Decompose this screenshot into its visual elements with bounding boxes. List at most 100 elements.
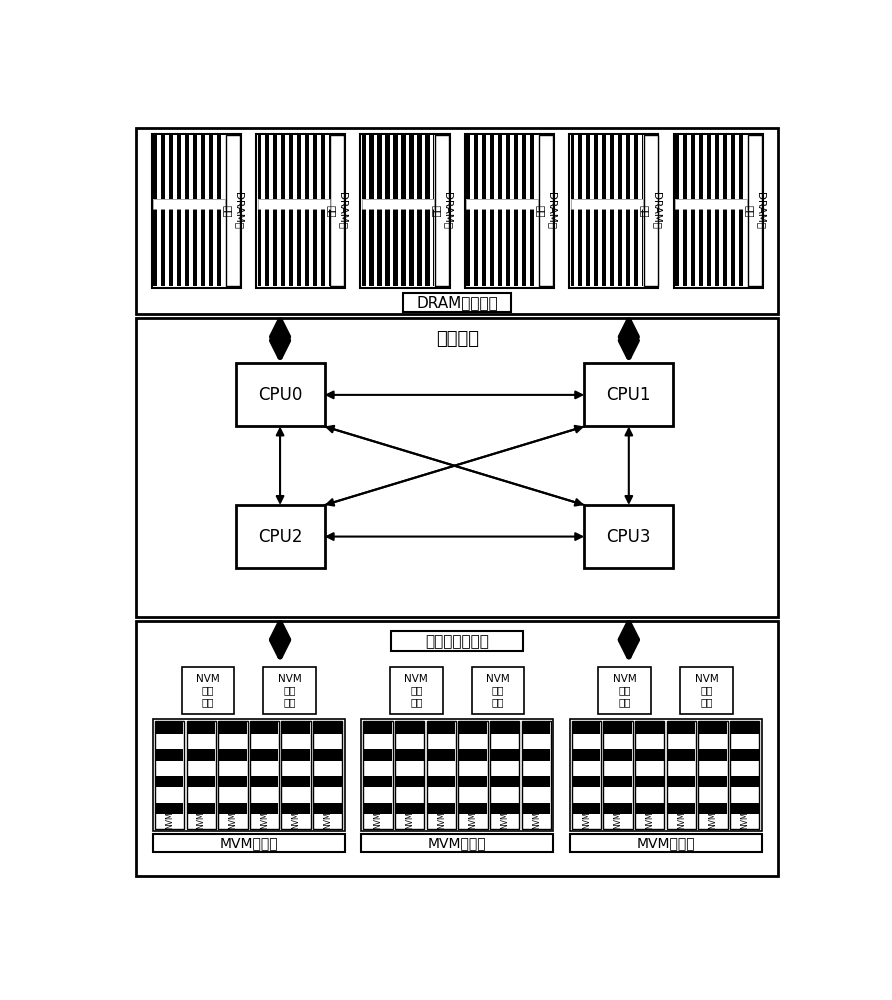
Bar [366, 209, 369, 286]
Text: NVM
控制
芯片: NVM 控制 芯片 [613, 674, 637, 707]
Bar [382, 135, 385, 199]
Bar [362, 135, 434, 199]
Bar [187, 722, 215, 734]
Bar [743, 209, 747, 286]
Bar [314, 722, 342, 734]
Bar [258, 135, 330, 199]
Bar [263, 667, 316, 714]
Bar [735, 135, 739, 199]
Text: CPU0: CPU0 [258, 386, 302, 404]
Bar [574, 135, 578, 199]
Bar [153, 719, 345, 831]
Bar [219, 749, 247, 761]
Bar [136, 620, 778, 876]
Bar [584, 363, 673, 426]
Bar [695, 209, 698, 286]
Text: NVM: NVM [228, 811, 237, 829]
Bar [675, 135, 747, 199]
Bar [518, 209, 522, 286]
Bar [569, 719, 762, 831]
Bar [636, 776, 664, 787]
Bar [251, 722, 278, 734]
Bar [197, 135, 201, 199]
Text: NVM: NVM [708, 811, 717, 829]
Bar [318, 135, 321, 199]
Bar [364, 749, 392, 761]
Bar [181, 667, 235, 714]
Bar [635, 721, 665, 829]
Bar [727, 135, 731, 199]
Bar [486, 135, 490, 199]
Text: CPU3: CPU3 [607, 528, 651, 546]
Text: DRAM内
存条: DRAM内 存条 [222, 192, 244, 229]
Bar [571, 209, 643, 286]
Bar [301, 209, 305, 286]
Bar [261, 209, 265, 286]
Text: NVM
控制
芯片: NVM 控制 芯片 [196, 674, 219, 707]
Bar [396, 803, 424, 814]
Bar [695, 135, 698, 199]
Bar [518, 135, 522, 199]
Bar [414, 135, 417, 199]
Bar [639, 209, 642, 286]
Bar [604, 749, 632, 761]
Bar [250, 721, 279, 829]
Text: NVM
控制
芯片: NVM 控制 芯片 [277, 674, 301, 707]
Bar [398, 135, 401, 199]
Bar [698, 721, 728, 829]
Bar [173, 135, 177, 199]
Bar [523, 776, 550, 787]
Bar [261, 135, 265, 199]
Bar [363, 721, 392, 829]
Bar [478, 135, 482, 199]
Bar [494, 135, 498, 199]
Bar [414, 209, 417, 286]
Bar [743, 135, 747, 199]
Bar [569, 834, 762, 852]
Bar [282, 722, 310, 734]
Text: 非易失存储区域: 非易失存储区域 [425, 634, 489, 649]
Bar [491, 776, 518, 787]
Bar [607, 209, 610, 286]
Bar [213, 209, 217, 286]
Text: MVM内存板: MVM内存板 [636, 836, 695, 850]
Bar [699, 776, 727, 787]
Bar [719, 209, 723, 286]
Bar [396, 749, 424, 761]
Bar [522, 721, 551, 829]
Bar [219, 722, 247, 734]
Bar [310, 209, 313, 286]
Bar [494, 209, 498, 286]
Bar [153, 199, 225, 209]
Bar [534, 135, 538, 199]
Bar [703, 209, 706, 286]
Bar [156, 776, 184, 787]
Bar [459, 803, 487, 814]
Bar [269, 135, 273, 199]
Bar [189, 135, 193, 199]
Bar [667, 776, 696, 787]
Bar [510, 135, 514, 199]
Bar [584, 505, 673, 568]
Bar [727, 209, 731, 286]
Bar [364, 776, 392, 787]
Bar [574, 209, 578, 286]
Text: DRAM存储区域: DRAM存储区域 [417, 295, 498, 310]
Bar [258, 199, 330, 209]
Bar [731, 749, 758, 761]
Bar [390, 667, 442, 714]
Bar [599, 135, 602, 199]
Bar [573, 749, 600, 761]
Bar [591, 209, 594, 286]
Bar [189, 209, 193, 286]
Bar [157, 209, 161, 286]
Bar [258, 199, 330, 209]
Bar [153, 209, 225, 286]
Text: MVM内存板: MVM内存板 [219, 836, 278, 850]
Bar [427, 776, 455, 787]
Bar [731, 722, 758, 734]
Bar [165, 209, 169, 286]
Bar [326, 209, 329, 286]
Bar [636, 749, 664, 761]
Bar [623, 209, 626, 286]
